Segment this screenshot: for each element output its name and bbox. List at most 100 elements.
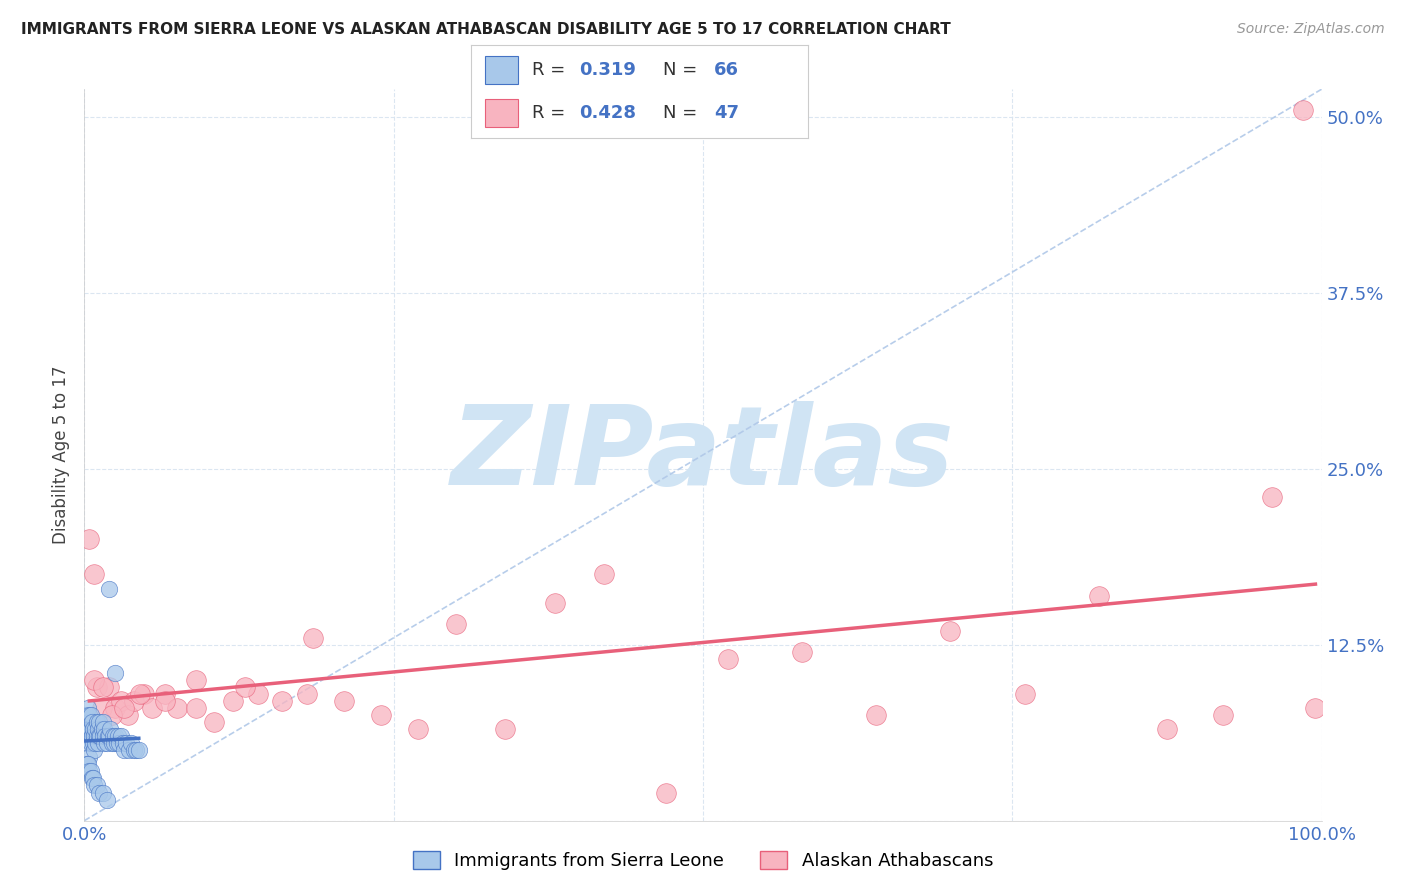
Point	[89, 785, 111, 799]
Point	[111, 736, 134, 750]
Point	[141, 701, 163, 715]
Point	[80, 729, 103, 743]
Point	[108, 736, 131, 750]
Point	[120, 736, 142, 750]
Point	[80, 772, 103, 786]
Point	[166, 701, 188, 715]
Text: N =: N =	[664, 61, 703, 78]
Point	[115, 736, 138, 750]
Point	[79, 764, 101, 779]
Point	[77, 729, 100, 743]
Point	[1088, 589, 1111, 603]
Point	[122, 694, 145, 708]
Point	[89, 715, 111, 730]
Point	[80, 715, 103, 730]
Point	[79, 708, 101, 723]
Text: 66: 66	[714, 61, 740, 78]
Point	[112, 743, 135, 757]
Point	[96, 792, 118, 806]
Point	[89, 729, 111, 743]
Point	[202, 715, 225, 730]
Point	[98, 582, 121, 596]
Point	[370, 708, 392, 723]
Point	[90, 701, 112, 715]
Point	[302, 631, 325, 645]
Point	[1212, 708, 1234, 723]
Text: 0.428: 0.428	[579, 104, 636, 122]
Point	[75, 708, 97, 723]
Point	[86, 729, 108, 743]
Point	[790, 645, 813, 659]
Point	[79, 764, 101, 779]
Point	[494, 723, 516, 737]
Point	[184, 673, 207, 687]
Point	[87, 723, 110, 737]
Point	[101, 729, 124, 743]
Point	[408, 723, 430, 737]
Point	[100, 708, 122, 723]
Point	[76, 757, 98, 772]
Point	[117, 708, 139, 723]
Text: IMMIGRANTS FROM SIERRA LEONE VS ALASKAN ATHABASCAN DISABILITY AGE 5 TO 17 CORREL: IMMIGRANTS FROM SIERRA LEONE VS ALASKAN …	[21, 22, 950, 37]
Point	[1292, 103, 1315, 118]
Point	[76, 723, 98, 737]
Point	[82, 772, 104, 786]
Point	[153, 694, 176, 708]
Point	[125, 743, 148, 757]
Point	[1156, 723, 1178, 737]
Text: ZIPatlas: ZIPatlas	[451, 401, 955, 508]
Point	[84, 736, 107, 750]
Point	[110, 729, 132, 743]
Point	[86, 680, 108, 694]
Point	[91, 680, 114, 694]
Point	[295, 687, 318, 701]
Point	[77, 757, 100, 772]
Point	[86, 715, 108, 730]
Point	[655, 785, 678, 799]
FancyBboxPatch shape	[485, 99, 519, 127]
Point	[91, 715, 114, 730]
Point	[233, 680, 256, 694]
Point	[105, 736, 128, 750]
Point	[84, 723, 107, 737]
Point	[444, 616, 467, 631]
Point	[93, 723, 115, 737]
Point	[87, 736, 110, 750]
Point	[83, 567, 105, 582]
Point	[97, 729, 120, 743]
Point	[333, 694, 356, 708]
Text: N =: N =	[664, 104, 703, 122]
Point	[77, 701, 100, 715]
Text: R =: R =	[531, 104, 571, 122]
Point	[93, 736, 115, 750]
Point	[129, 687, 152, 701]
Point	[83, 779, 105, 793]
Point	[83, 673, 105, 687]
Point	[79, 723, 101, 737]
Point	[90, 723, 112, 737]
Point	[79, 708, 101, 723]
Point	[1014, 687, 1036, 701]
Point	[91, 785, 114, 799]
Point	[103, 736, 125, 750]
Point	[79, 533, 101, 547]
Point	[246, 687, 269, 701]
Point	[865, 708, 887, 723]
Text: 0.319: 0.319	[579, 61, 636, 78]
Point	[77, 715, 100, 730]
Point	[110, 694, 132, 708]
Point	[98, 680, 121, 694]
Point	[122, 743, 145, 757]
Point	[98, 729, 121, 743]
Point	[91, 729, 114, 743]
Point	[83, 729, 105, 743]
Y-axis label: Disability Age 5 to 17: Disability Age 5 to 17	[52, 366, 70, 544]
Text: 47: 47	[714, 104, 740, 122]
Point	[222, 694, 245, 708]
Point	[132, 687, 155, 701]
Point	[939, 624, 962, 638]
Point	[543, 596, 565, 610]
Text: Source: ZipAtlas.com: Source: ZipAtlas.com	[1237, 22, 1385, 37]
Point	[1261, 490, 1284, 504]
Point	[96, 736, 118, 750]
